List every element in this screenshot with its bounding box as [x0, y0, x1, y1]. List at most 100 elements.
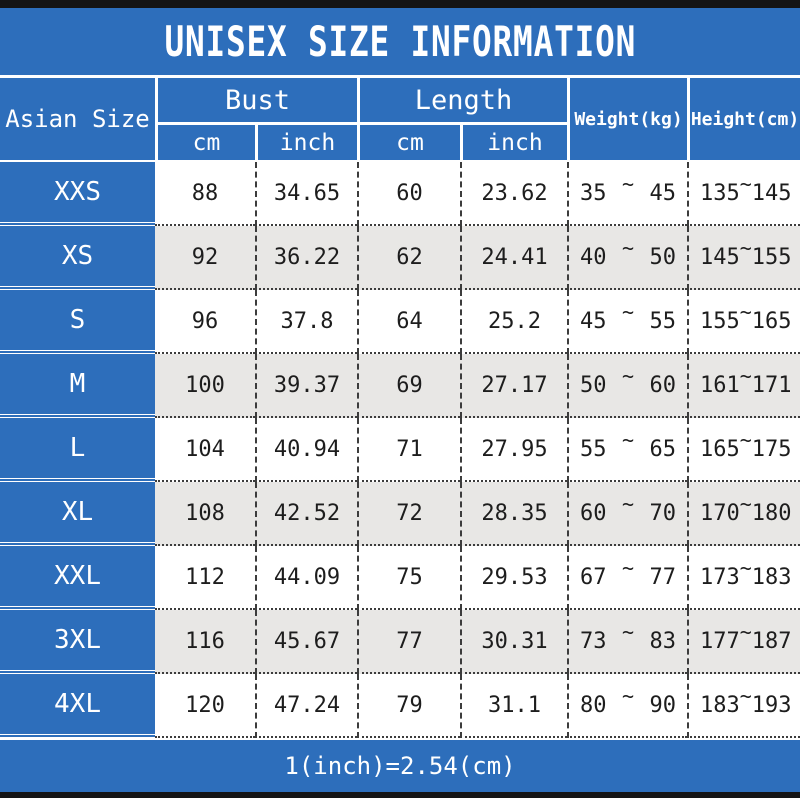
divider [0, 160, 800, 162]
weight-range-cell: 45 ~ 55 [567, 290, 687, 354]
length-cm-cell: 72 [357, 482, 460, 546]
length-cm-cell: 62 [357, 226, 460, 290]
header-height-cm: Height(cm) [687, 78, 800, 160]
height-max: 171 [751, 372, 792, 398]
height-range-cell: 145 ~ 155 [687, 226, 800, 290]
length-inch-cell: 27.17 [460, 354, 567, 418]
header-group-length: Length [357, 78, 567, 125]
length-inch-cell: 23.62 [460, 162, 567, 226]
range-tilde: ~ [621, 556, 635, 580]
table-row-s: S 96 37.8 64 25.2 45 ~ 55 155 ~ 165 [0, 290, 800, 354]
size-label: XS [0, 226, 155, 290]
weight-max: 77 [649, 564, 676, 590]
weight-range-cell: 50 ~ 60 [567, 354, 687, 418]
range-tilde: ~ [621, 236, 635, 260]
height-min: 177 [700, 628, 740, 654]
length-inch-cell: 25.2 [460, 290, 567, 354]
weight-min: 45 [580, 308, 607, 334]
weight-min: 55 [580, 436, 607, 462]
height-range-cell: 161 ~ 171 [687, 354, 800, 418]
weight-min: 60 [580, 500, 607, 526]
divider [0, 75, 800, 78]
range-tilde: ~ [739, 684, 752, 708]
length-inch-cell: 24.41 [460, 226, 567, 290]
table-row-xxs: XXS 88 34.65 60 23.62 35 ~ 45 135 ~ 145 [0, 162, 800, 226]
height-max: 183 [751, 564, 792, 590]
weight-min: 67 [580, 564, 607, 590]
table-header: Asian Size Bust Length Weight(kg) Height… [0, 78, 800, 160]
length-cm-cell: 60 [357, 162, 460, 226]
weight-range-cell: 40 ~ 50 [567, 226, 687, 290]
size-label: XXS [0, 162, 155, 226]
height-range-cell: 173 ~ 183 [687, 546, 800, 610]
bust-cm-cell: 100 [155, 354, 255, 418]
table-row-xs: XS 92 36.22 62 24.41 40 ~ 50 145 ~ 155 [0, 226, 800, 290]
table-row-4xl: 4XL 120 47.24 79 31.1 80 ~ 90 183 ~ 193 [0, 674, 800, 738]
bust-inch-cell: 47.24 [255, 674, 357, 738]
range-tilde: ~ [739, 556, 752, 580]
weight-min: 50 [580, 372, 607, 398]
table-row-l: L 104 40.94 71 27.95 55 ~ 65 165 ~ 175 [0, 418, 800, 482]
length-cm-cell: 71 [357, 418, 460, 482]
weight-range-cell: 73 ~ 83 [567, 610, 687, 674]
bust-inch-cell: 36.22 [255, 226, 357, 290]
weight-max: 90 [649, 692, 676, 718]
length-inch-cell: 29.53 [460, 546, 567, 610]
bust-cm-cell: 108 [155, 482, 255, 546]
height-min: 145 [700, 244, 740, 270]
bust-cm-cell: 104 [155, 418, 255, 482]
length-inch-cell: 28.35 [460, 482, 567, 546]
size-label: 4XL [0, 674, 155, 738]
bust-cm-cell: 116 [155, 610, 255, 674]
bust-cm-cell: 112 [155, 546, 255, 610]
height-range-cell: 177 ~ 187 [687, 610, 800, 674]
range-tilde: ~ [621, 684, 635, 708]
length-cm-cell: 69 [357, 354, 460, 418]
length-cm-cell: 75 [357, 546, 460, 610]
height-max: 175 [751, 436, 792, 462]
weight-range-cell: 80 ~ 90 [567, 674, 687, 738]
weight-range-cell: 35 ~ 45 [567, 162, 687, 226]
length-inch-cell: 30.31 [460, 610, 567, 674]
range-tilde: ~ [739, 492, 752, 516]
height-min: 161 [700, 372, 740, 398]
height-range-cell: 165 ~ 175 [687, 418, 800, 482]
title-band: UNISEX SIZE INFORMATION [0, 8, 800, 75]
bust-inch-cell: 40.94 [255, 418, 357, 482]
weight-max: 55 [649, 308, 676, 334]
height-min: 135 [700, 180, 740, 206]
bust-inch-cell: 34.65 [255, 162, 357, 226]
bust-cm-cell: 92 [155, 226, 255, 290]
range-tilde: ~ [621, 364, 635, 388]
range-tilde: ~ [739, 172, 752, 196]
weight-min: 80 [580, 692, 607, 718]
weight-range-cell: 67 ~ 77 [567, 546, 687, 610]
weight-range-cell: 55 ~ 65 [567, 418, 687, 482]
bust-inch-cell: 45.67 [255, 610, 357, 674]
height-max: 155 [751, 244, 792, 270]
header-group-bust: Bust [155, 78, 357, 125]
range-tilde: ~ [739, 300, 752, 324]
weight-max: 45 [649, 180, 676, 206]
height-min: 183 [700, 692, 740, 718]
inch-cm-conversion-note: 1(inch)=2.54(cm) [284, 752, 516, 780]
size-label: XL [0, 482, 155, 546]
bust-cm-cell: 120 [155, 674, 255, 738]
weight-range-cell: 60 ~ 70 [567, 482, 687, 546]
header-length-cm-unit: cm [357, 125, 460, 160]
length-cm-cell: 64 [357, 290, 460, 354]
length-inch-cell: 27.95 [460, 418, 567, 482]
size-label: 3XL [0, 610, 155, 674]
height-min: 170 [700, 500, 740, 526]
weight-min: 35 [580, 180, 607, 206]
weight-max: 65 [649, 436, 676, 462]
height-min: 155 [700, 308, 740, 334]
table-row-m: M 100 39.37 69 27.17 50 ~ 60 161 ~ 171 [0, 354, 800, 418]
table-row-xl: XL 108 42.52 72 28.35 60 ~ 70 170 ~ 180 [0, 482, 800, 546]
weight-max: 60 [649, 372, 676, 398]
conversion-note-band: 1(inch)=2.54(cm) [0, 740, 800, 792]
height-range-cell: 135 ~ 145 [687, 162, 800, 226]
range-tilde: ~ [621, 620, 635, 644]
size-label: S [0, 290, 155, 354]
header-weight-kg: Weight(kg) [567, 78, 687, 160]
